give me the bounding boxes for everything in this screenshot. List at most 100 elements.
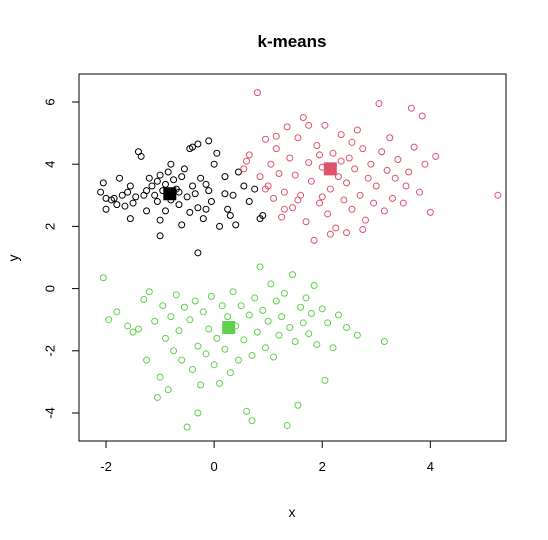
x-tick-label: 0 (211, 459, 218, 474)
data-point-cluster-2 (291, 171, 299, 179)
data-point-cluster-3 (270, 353, 278, 361)
data-point-cluster-1 (213, 149, 221, 157)
data-point-cluster-2 (394, 156, 402, 164)
data-point-cluster-2 (383, 166, 391, 174)
data-point-cluster-1 (197, 174, 205, 182)
data-point-cluster-2 (356, 191, 364, 199)
data-point-cluster-3 (153, 393, 161, 401)
data-point-cluster-1 (224, 205, 232, 213)
data-point-cluster-3 (324, 319, 332, 327)
data-point-cluster-2 (416, 188, 424, 196)
data-point-cluster-3 (264, 317, 272, 325)
data-point-cluster-3 (267, 280, 275, 288)
data-point-cluster-1 (259, 212, 267, 220)
data-point-cluster-1 (194, 204, 202, 212)
y-tick-label: -2 (42, 345, 57, 357)
data-point-cluster-3 (194, 409, 202, 417)
y-axis: -4 -2 0 2 4 6 (42, 98, 80, 419)
data-point-cluster-3 (299, 319, 307, 327)
data-point-cluster-2 (348, 138, 356, 146)
data-point-cluster-1 (118, 191, 126, 199)
data-point-cluster-2 (334, 173, 342, 181)
data-point-cluster-3 (189, 365, 197, 373)
data-point-cluster-1 (97, 188, 105, 196)
data-point-cluster-2 (332, 224, 340, 232)
data-point-cluster-1 (143, 207, 151, 215)
data-point-cluster-2 (261, 185, 269, 193)
data-point-cluster-3 (99, 274, 107, 282)
data-point-cluster-2 (421, 160, 429, 168)
data-point-cluster-1 (229, 191, 237, 199)
data-point-cluster-2 (388, 194, 396, 202)
data-point-cluster-3 (159, 302, 167, 310)
data-point-cluster-2 (270, 194, 278, 202)
cluster-center-1 (163, 187, 177, 201)
data-point-cluster-2 (289, 204, 296, 212)
data-point-cluster-1 (245, 198, 253, 206)
data-point-cluster-3 (353, 331, 361, 339)
data-point-cluster-3 (380, 337, 388, 345)
data-point-cluster-1 (137, 152, 145, 160)
data-point-cluster-1 (205, 187, 213, 195)
data-point-cluster-2 (318, 193, 326, 201)
data-point-cluster-3 (178, 356, 186, 364)
y-tick-label: 4 (42, 161, 57, 168)
data-point-cluster-3 (240, 336, 248, 344)
data-point-cluster-3 (134, 325, 142, 333)
data-point-cluster-3 (237, 302, 245, 310)
data-point-cluster-1 (153, 177, 161, 185)
data-point-cluster-2 (305, 121, 313, 129)
data-point-cluster-2 (316, 151, 324, 159)
data-point-cluster-3 (207, 292, 215, 300)
y-tick-label: 0 (42, 285, 57, 292)
data-point-cluster-1 (216, 222, 224, 230)
data-point-cluster-1 (194, 140, 202, 148)
data-point-cluster-3 (113, 308, 121, 316)
data-point-cluster-3 (318, 305, 326, 313)
data-point-cluster-3 (191, 297, 199, 305)
data-point-cluster-2 (280, 188, 288, 196)
data-point-cluster-1 (121, 202, 129, 210)
data-point-cluster-2 (302, 218, 310, 226)
data-point-cluster-3 (205, 325, 213, 333)
data-point-cluster-1 (156, 232, 164, 240)
data-point-cluster-1 (183, 193, 191, 201)
data-point-cluster-3 (297, 303, 305, 311)
data-point-cluster-2 (337, 131, 345, 139)
data-point-cluster-3 (243, 407, 251, 415)
data-point-cluster-1 (102, 205, 110, 213)
data-point-cluster-3 (197, 381, 205, 389)
data-point-cluster-2 (321, 121, 329, 129)
data-point-cluster-2 (329, 149, 337, 157)
data-point-cluster-3 (286, 323, 294, 331)
data-point-cluster-3 (334, 311, 342, 319)
data-point-cluster-2 (364, 174, 372, 182)
data-point-cluster-3 (280, 289, 288, 297)
data-point-cluster-2 (418, 112, 426, 120)
data-point-cluster-3 (105, 316, 113, 324)
data-point-cluster-3 (140, 295, 148, 303)
data-point-cluster-3 (310, 281, 318, 289)
data-point-cluster-3 (251, 294, 259, 302)
data-point-cluster-3 (151, 317, 159, 325)
data-point-cluster-2 (310, 236, 318, 244)
data-point-cluster-1 (145, 174, 153, 182)
data-point-cluster-2 (278, 213, 286, 221)
y-axis-label: y (5, 255, 21, 262)
data-point-cluster-3 (216, 379, 224, 387)
data-point-cluster-3 (170, 347, 178, 355)
data-point-cluster-2 (324, 210, 332, 218)
data-point-cluster-1 (221, 173, 229, 181)
data-point-cluster-3 (305, 330, 313, 338)
data-point-cluster-3 (313, 341, 321, 349)
data-point-cluster-1 (234, 168, 242, 176)
data-point-cluster-2 (267, 160, 275, 168)
y-tick-label: 6 (42, 98, 57, 105)
data-point-cluster-1 (126, 182, 134, 190)
data-point-cluster-2 (348, 205, 356, 213)
data-point-cluster-3 (143, 356, 151, 364)
data-point-cluster-2 (386, 134, 394, 142)
data-point-cluster-1 (151, 191, 159, 199)
data-point-cluster-3 (272, 297, 280, 305)
data-point-cluster-2 (367, 160, 375, 168)
